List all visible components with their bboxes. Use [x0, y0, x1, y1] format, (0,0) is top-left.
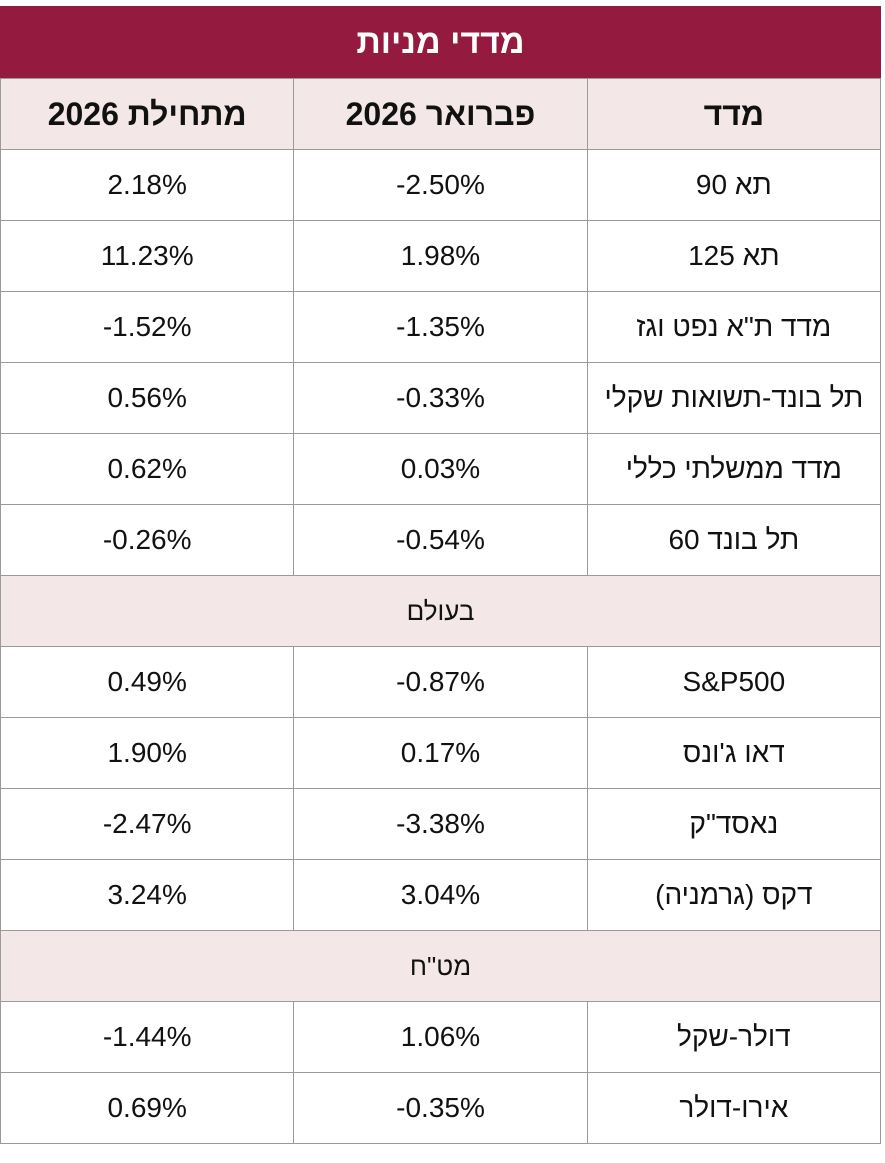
column-header: פברואר 2026 [293, 78, 588, 150]
index-name: דולר-שקל [586, 1001, 882, 1073]
percent-change: 0.17% [293, 717, 588, 789]
percent-change: 0.49% [0, 646, 295, 718]
section-label: מט"ח [0, 930, 881, 1002]
section-row: מט"ח [0, 930, 881, 1002]
data-table: מדד פברואר 2026 מתחילת 2026 תא 90 -2.50% 2.18… [0, 78, 882, 1144]
index-name: נאסד"ק [586, 788, 882, 860]
percent-change: -0.87% [293, 646, 588, 718]
table-card: מדדי מניות מדד פברואר 2026 מתחילת 2026 תא 9… [0, 6, 882, 1144]
data-row: נאסד"ק -3.38% -2.47% [0, 788, 882, 860]
data-row: דקס (גרמניה) 3.04% 3.24% [0, 859, 882, 931]
percent-change: -2.47% [0, 788, 295, 860]
percent-change: 3.24% [0, 859, 295, 931]
index-name: דאו ג'ונס [586, 717, 882, 789]
column-header: מדד [586, 78, 882, 150]
percent-change: -0.26% [0, 504, 295, 576]
percent-change: 11.23% [0, 220, 295, 292]
percent-change: 1.06% [293, 1001, 588, 1073]
percent-change: -0.33% [293, 362, 588, 434]
data-row: תא 125 1.98% 11.23% [0, 220, 882, 292]
data-row: תל בונד 60 -0.54% -0.26% [0, 504, 882, 576]
percent-change: -0.54% [293, 504, 588, 576]
data-row: דאו ג'ונס 0.17% 1.90% [0, 717, 882, 789]
data-row: אירו-דולר -0.35% 0.69% [0, 1072, 882, 1144]
data-row: דולר-שקל 1.06% -1.44% [0, 1001, 882, 1073]
percent-change: 0.62% [0, 433, 295, 505]
table-title: מדדי מניות [0, 6, 881, 78]
index-name: אירו-דולר [586, 1072, 882, 1144]
index-name: דקס (גרמניה) [586, 859, 882, 931]
percent-change: -1.52% [0, 291, 295, 363]
data-row: S&P500 -0.87% 0.49% [0, 646, 882, 718]
index-name: S&P500 [586, 646, 882, 718]
header-row: מדד פברואר 2026 מתחילת 2026 [0, 78, 882, 150]
percent-change: 1.90% [0, 717, 295, 789]
percent-change: -3.38% [293, 788, 588, 860]
index-name: תל בונד 60 [586, 504, 882, 576]
index-name: תל בונד-תשואות שקלי [586, 362, 882, 434]
percent-change: -2.50% [293, 149, 588, 221]
percent-change: 1.98% [293, 220, 588, 292]
percent-change: -0.35% [293, 1072, 588, 1144]
index-name: מדד ת"א נפט וגז [586, 291, 882, 363]
index-name: תא 90 [586, 149, 882, 221]
percent-change: 3.04% [293, 859, 588, 931]
column-header: מתחילת 2026 [0, 78, 295, 150]
percent-change: -1.35% [293, 291, 588, 363]
percent-change: 0.56% [0, 362, 295, 434]
percent-change: -1.44% [0, 1001, 295, 1073]
percent-change: 0.69% [0, 1072, 295, 1144]
index-name: תא 125 [586, 220, 882, 292]
index-name: מדד ממשלתי כללי [586, 433, 882, 505]
percent-change: 2.18% [0, 149, 295, 221]
section-label: בעולם [0, 575, 881, 647]
percent-change: 0.03% [293, 433, 588, 505]
data-row: מדד ממשלתי כללי 0.03% 0.62% [0, 433, 882, 505]
data-row: תל בונד-תשואות שקלי -0.33% 0.56% [0, 362, 882, 434]
data-row: מדד ת"א נפט וגז -1.35% -1.52% [0, 291, 882, 363]
data-row: תא 90 -2.50% 2.18% [0, 149, 882, 221]
section-row: בעולם [0, 575, 881, 647]
